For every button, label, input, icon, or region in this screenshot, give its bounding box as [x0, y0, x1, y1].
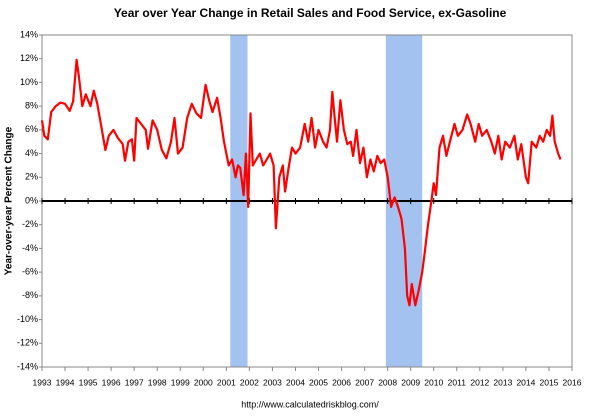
x-tick-label: 2007 — [355, 377, 374, 387]
x-tick-label: 2002 — [240, 377, 259, 387]
y-tick-label: 12% — [20, 53, 38, 63]
x-tick-label: 2015 — [539, 377, 558, 387]
x-tick-label: 1995 — [79, 377, 98, 387]
x-tick-label: 2009 — [401, 377, 420, 387]
footer: http://www.calculatedriskblog.com/ — [241, 399, 379, 409]
y-tick-label: 10% — [20, 77, 38, 87]
x-tick-label: 2016 — [563, 377, 582, 387]
x-tick-label: 2008 — [378, 377, 397, 387]
y-tick-label: 0% — [25, 195, 38, 205]
x-tick-label: 1997 — [125, 377, 144, 387]
x-tick-label: 2014 — [516, 377, 535, 387]
x-tick-label: 2010 — [424, 377, 443, 387]
x-tick-label: 2001 — [217, 377, 236, 387]
y-tick-label: -12% — [17, 338, 38, 348]
y-tick-label: -2% — [22, 219, 38, 229]
y-axis-label: Year-over-year Percent Change — [4, 126, 15, 275]
y-tick-label: 2% — [25, 172, 38, 182]
data-line — [40, 58, 562, 307]
y-tick-label: 6% — [25, 124, 38, 134]
y-tick-label: -10% — [17, 314, 38, 324]
y-tick-label: -14% — [17, 361, 38, 371]
y-tick-label: 4% — [25, 148, 38, 158]
x-tick-label: 2013 — [493, 377, 512, 387]
x-tick-label: 2011 — [448, 377, 467, 387]
y-tick-label: 14% — [20, 29, 38, 39]
y-tick-label: -8% — [22, 290, 38, 300]
x-tick-label: 2003 — [263, 377, 282, 387]
x-tick-label: 2000 — [194, 377, 213, 387]
x-tick-label: 1999 — [171, 377, 190, 387]
x-tick-label: 1993 — [33, 377, 52, 387]
x-tick-label: 1994 — [56, 377, 75, 387]
x-tick-label: 2006 — [332, 377, 351, 387]
y-tick-label: 8% — [25, 101, 38, 111]
x-tick-label: 1998 — [148, 377, 167, 387]
y-tick-label: -4% — [22, 243, 38, 253]
x-tick-label: 2012 — [470, 377, 489, 387]
chart-title: Year over Year Change in Retail Sales an… — [114, 6, 507, 20]
x-tick-label: 2005 — [309, 377, 328, 387]
x-tick-label: 2004 — [286, 377, 305, 387]
x-tick-label: 1996 — [102, 377, 121, 387]
y-tick-label: -6% — [22, 267, 38, 277]
